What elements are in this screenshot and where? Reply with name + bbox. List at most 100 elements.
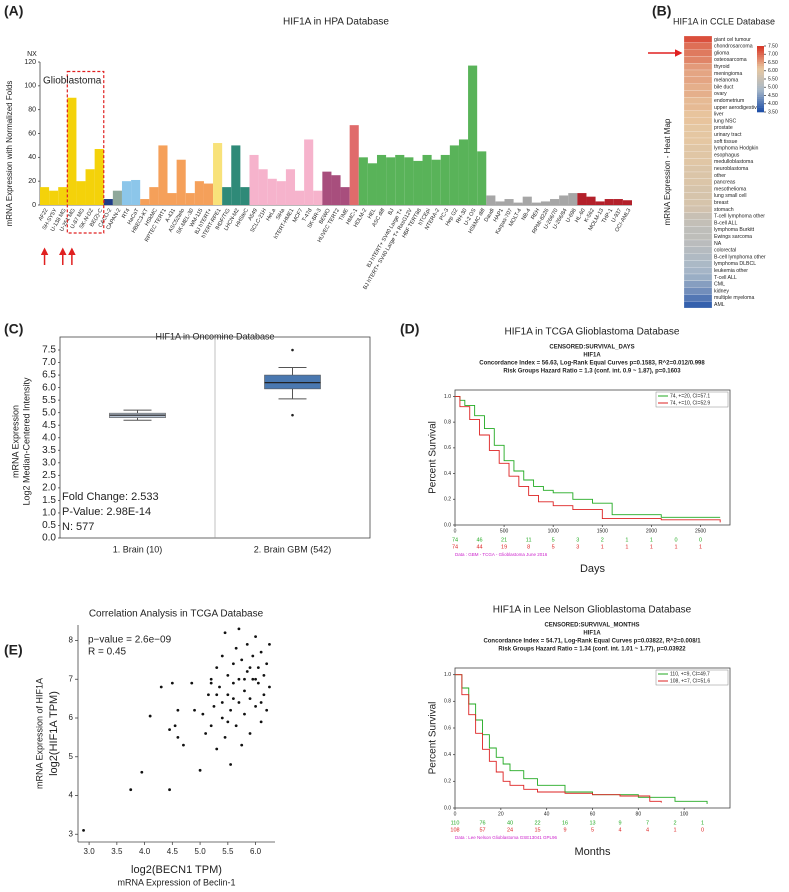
point	[176, 708, 180, 712]
bar	[568, 193, 578, 205]
annotation: R = 0.45	[88, 647, 127, 658]
heat-cell	[683, 144, 713, 152]
colorbar-segment	[757, 54, 764, 58]
bar	[449, 145, 459, 205]
row-label: T-cell lymphoma other	[714, 214, 765, 220]
row-label: chondrosarcoma	[714, 44, 753, 50]
at-risk-count: 1	[673, 827, 676, 833]
heat-cell	[683, 273, 713, 281]
y-tick-label: 0.6	[444, 725, 451, 731]
annotation: N: 577	[62, 521, 94, 533]
bar	[76, 181, 86, 205]
point	[209, 677, 213, 681]
x-tick-label: 3.0	[84, 847, 96, 856]
y-tick-label: 0.6	[444, 445, 451, 451]
at-risk-count: 7	[646, 820, 649, 826]
point	[204, 732, 208, 735]
point	[220, 716, 224, 720]
heat-cell	[683, 280, 713, 288]
y-tick-label: 6	[69, 713, 74, 722]
heat-cell	[683, 137, 713, 145]
survival-curve	[455, 395, 721, 518]
bar	[586, 196, 596, 205]
subtitle: CENSORED:SURVIVAL_MONTHS	[544, 623, 639, 629]
point	[237, 627, 241, 631]
heat-cell	[683, 35, 713, 43]
x-axis-label: Months	[574, 846, 611, 858]
at-risk-count: 4	[646, 827, 649, 833]
row-label: giant cel tumour	[714, 37, 751, 43]
bar	[103, 199, 113, 205]
bar	[504, 199, 514, 205]
colorbar-tick-label: 4.00	[768, 101, 778, 107]
legend-label: 110, +=9, CI=49.7	[670, 671, 710, 677]
x-axis-label: Days	[580, 563, 606, 575]
bar	[376, 154, 387, 205]
bar	[276, 181, 286, 205]
heat-cell	[683, 260, 713, 268]
bar	[477, 151, 487, 205]
at-risk-count: 15	[534, 827, 540, 833]
y-tick-label: 7	[69, 674, 74, 683]
subtitle: Risk Groups Hazard Ratio = 1.34 (conf. i…	[498, 647, 686, 653]
colorbar-segment	[757, 92, 764, 95]
point	[262, 693, 266, 697]
point	[190, 681, 194, 685]
bar	[285, 169, 296, 205]
colorbar-tick-label: 6.50	[768, 60, 778, 66]
row-label: ovary	[714, 91, 727, 97]
y-axis-label: Percent Survival	[428, 421, 439, 494]
x-tick-label: HeLa	[265, 207, 277, 222]
point	[234, 646, 238, 650]
row-label: melanoma	[714, 78, 738, 84]
point	[251, 654, 255, 658]
point	[215, 693, 219, 697]
chart-title: HIF1A in Lee Nelson Glioblastoma Databas…	[493, 605, 692, 616]
colorbar-segment	[757, 57, 764, 60]
footer: Data : GBM - TCGA - Glioblastoma June 20…	[455, 552, 548, 557]
at-risk-count: 1	[650, 537, 653, 543]
point	[248, 732, 252, 735]
row-label: stomach	[714, 207, 734, 213]
point	[226, 720, 230, 724]
footer: Data : Lee Nelson Glioblastoma GSE13041 …	[455, 835, 558, 840]
row-label: glioma	[714, 50, 729, 56]
at-risk-count: 1	[650, 544, 653, 550]
point	[82, 828, 85, 832]
at-risk-count: 44	[476, 544, 482, 550]
point	[148, 714, 152, 718]
x-tick-label: NB-4	[521, 208, 532, 222]
y-tick-label: 0.2	[444, 779, 451, 785]
y-tick-label: 0.8	[444, 419, 451, 425]
colorbar-segment	[757, 109, 764, 113]
row-label: liver	[714, 112, 724, 118]
point	[129, 788, 133, 792]
panel-label: (E)	[4, 642, 23, 658]
colorbar-segment	[757, 87, 764, 91]
point	[245, 670, 249, 673]
colorbar-segment	[757, 94, 764, 97]
x-tick-label: 4.0	[139, 847, 151, 856]
x-tick-label: AF22	[38, 208, 50, 222]
heat-cell	[683, 233, 713, 241]
at-risk-count: 5	[591, 827, 594, 833]
heat-cell	[683, 294, 713, 302]
y-axis-label: mRNA Expression with Normalized Folds	[5, 81, 14, 227]
x-tick-label: 20	[498, 811, 504, 817]
at-risk-count: 57	[479, 827, 485, 833]
at-risk-count: 13	[589, 820, 595, 826]
bar	[85, 169, 95, 205]
point	[170, 681, 174, 685]
bar	[258, 169, 268, 205]
at-risk-count: 1	[625, 537, 628, 543]
at-risk-count: 0	[701, 827, 704, 833]
point	[159, 685, 163, 689]
x-axis-label: log2(BECN1 TPM)	[131, 864, 222, 876]
at-risk-count: 1	[601, 544, 604, 550]
y-tick-label: 60	[28, 130, 36, 137]
at-risk-count: 76	[479, 820, 485, 826]
y-tick-label: 0	[32, 202, 36, 209]
row-label: AML	[714, 302, 725, 308]
colorbar-segment	[757, 79, 764, 82]
bar	[67, 97, 77, 205]
